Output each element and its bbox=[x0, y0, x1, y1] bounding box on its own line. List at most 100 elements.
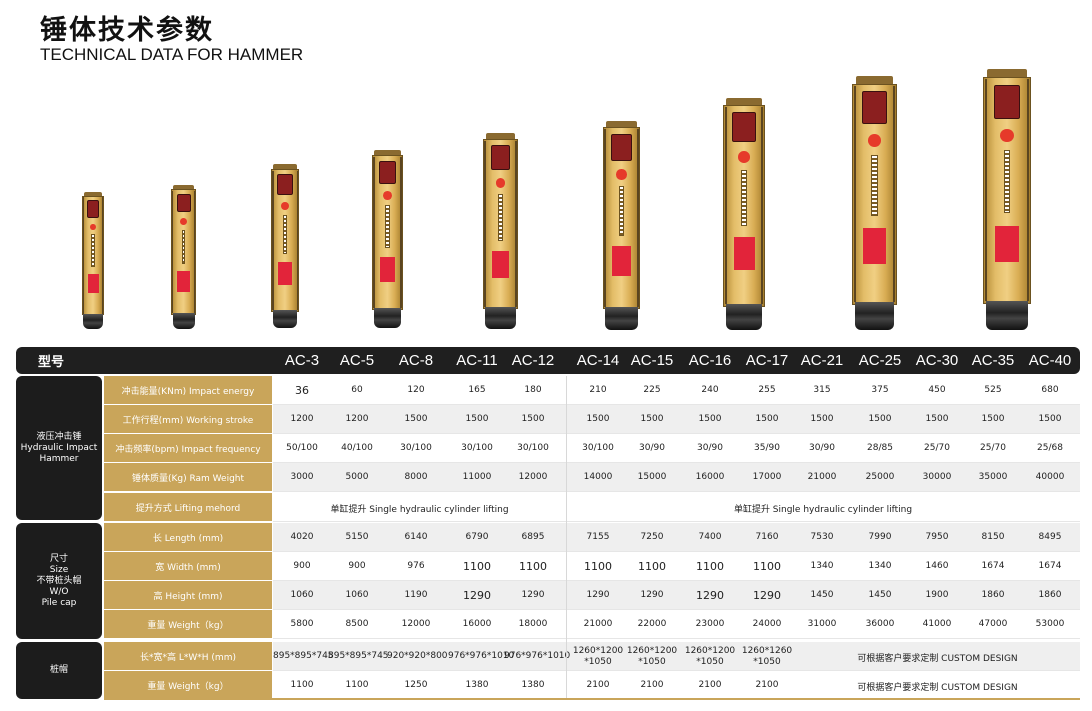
table-cell: 5800 bbox=[290, 619, 314, 629]
table-cell: 1290 bbox=[586, 590, 610, 600]
table-cell: 1060 bbox=[345, 590, 369, 600]
table-cell: 1060 bbox=[290, 590, 314, 600]
hammer-image-4 bbox=[372, 150, 403, 328]
model-ac-3: AC-3 bbox=[284, 352, 320, 369]
table-cell: 25/68 bbox=[1037, 443, 1063, 453]
row-label: 锤体质量(Kg) Ram Weight bbox=[104, 463, 272, 492]
table-cell: 1260*1200 *1050 bbox=[626, 645, 678, 667]
table-row bbox=[273, 552, 1080, 581]
model-ac-5: AC-5 bbox=[339, 352, 375, 369]
table-cell: 315 bbox=[813, 385, 831, 395]
table-cell: 240 bbox=[701, 385, 719, 395]
table-cell: 7250 bbox=[640, 532, 664, 542]
model-ac-21: AC-21 bbox=[800, 352, 844, 369]
model-header-label: 型号 bbox=[38, 355, 65, 370]
table-cell: 8000 bbox=[404, 472, 428, 482]
table-cell: 1260*1260 *1050 bbox=[741, 645, 793, 667]
hammer-image-3 bbox=[271, 164, 299, 328]
table-cell: 180 bbox=[524, 385, 542, 395]
table-row bbox=[273, 523, 1080, 552]
table-cell: 60 bbox=[351, 385, 363, 395]
table-cell: 1100 bbox=[463, 560, 491, 573]
table-cell: 1500 bbox=[521, 414, 545, 424]
table-cell: 255 bbox=[758, 385, 776, 395]
custom-design-note: 可根据客户要求定制 CUSTOM DESIGN bbox=[857, 683, 1018, 693]
table-cell: 11000 bbox=[462, 472, 492, 482]
table-cell: 1290 bbox=[753, 589, 781, 602]
table-cell: 1500 bbox=[586, 414, 610, 424]
table-cell: 1500 bbox=[640, 414, 664, 424]
table-cell: 2100 bbox=[640, 680, 664, 690]
table-cell: 225 bbox=[643, 385, 661, 395]
model-ac-15: AC-15 bbox=[630, 352, 674, 369]
table-row bbox=[273, 610, 1080, 639]
row-label: 重量 Weight（kg） bbox=[104, 671, 272, 700]
table-cell: 1500 bbox=[981, 414, 1005, 424]
model-ac-25: AC-25 bbox=[858, 352, 902, 369]
table-header-bar bbox=[16, 347, 1080, 374]
table-cell: 2100 bbox=[755, 680, 779, 690]
hammer-image-8 bbox=[852, 76, 897, 330]
table-cell: 47000 bbox=[978, 619, 1008, 629]
table-cell: 5150 bbox=[345, 532, 369, 542]
table-cell: 1860 bbox=[981, 590, 1005, 600]
row-label: 高 Height (mm) bbox=[104, 581, 272, 610]
table-cell: 50/100 bbox=[286, 443, 318, 453]
table-cell: 1290 bbox=[463, 589, 491, 602]
table-cell: 1100 bbox=[584, 560, 612, 573]
row-label: 冲击能量(KNm) Impact energy bbox=[104, 376, 272, 405]
table-cell: 976*976*1010 bbox=[448, 651, 515, 661]
table-row bbox=[273, 642, 1080, 671]
table-cell: 1500 bbox=[925, 414, 949, 424]
table-cell: 2100 bbox=[586, 680, 610, 690]
table-cell: 1340 bbox=[810, 561, 834, 571]
table-cell: 30/100 bbox=[582, 443, 614, 453]
table-cell: 1340 bbox=[868, 561, 892, 571]
table-cell: 30/100 bbox=[400, 443, 432, 453]
table-cell: 30/90 bbox=[697, 443, 723, 453]
table-cell: 40000 bbox=[1035, 472, 1065, 482]
table-cell: 40/100 bbox=[341, 443, 373, 453]
table-cell: 1450 bbox=[810, 590, 834, 600]
table-cell: 35000 bbox=[978, 472, 1008, 482]
table-cell: 36 bbox=[295, 384, 309, 397]
hammer-image-2 bbox=[171, 185, 196, 329]
row-label: 工作行程(mm) Working stroke bbox=[104, 405, 272, 434]
table-cell: 41000 bbox=[922, 619, 952, 629]
group-size: 尺寸 Size 不带桩头帽 W/O Pile cap bbox=[16, 523, 102, 639]
table-cell: 21000 bbox=[807, 472, 837, 482]
table-cell: 7160 bbox=[755, 532, 779, 542]
model-ac-11: AC-11 bbox=[456, 352, 498, 369]
table-cell: 6140 bbox=[404, 532, 428, 542]
group-hydraulic-hammer: 液压冲击锤 Hydraulic Impact Hammer bbox=[16, 376, 102, 520]
row-label: 长 Length (mm) bbox=[104, 523, 272, 552]
table-cell: 1674 bbox=[981, 561, 1005, 571]
lifting-method-left: 单缸提升 Single hydraulic cylinder lifting bbox=[330, 505, 509, 515]
table-cell: 7155 bbox=[586, 532, 610, 542]
model-ac-35: AC-35 bbox=[971, 352, 1015, 369]
table-cell: 1500 bbox=[810, 414, 834, 424]
title-chinese: 锤体技术参数 bbox=[40, 15, 214, 46]
title-english: TECHNICAL DATA FOR HAMMER bbox=[40, 45, 304, 64]
table-cell: 1290 bbox=[521, 590, 545, 600]
table-cell: 976 bbox=[407, 561, 425, 571]
table-cell: 1200 bbox=[290, 414, 314, 424]
table-cell: 3000 bbox=[290, 472, 314, 482]
table-cell: 210 bbox=[589, 385, 607, 395]
table-cell: 1290 bbox=[696, 589, 724, 602]
table-cell: 35/90 bbox=[754, 443, 780, 453]
table-cell: 30/90 bbox=[809, 443, 835, 453]
table-cell: 450 bbox=[928, 385, 946, 395]
table-cell: 1500 bbox=[868, 414, 892, 424]
table-row bbox=[273, 434, 1080, 463]
table-cell: 53000 bbox=[1035, 619, 1065, 629]
model-ac-8: AC-8 bbox=[398, 352, 434, 369]
table-cell: 680 bbox=[1041, 385, 1059, 395]
table-cell: 1460 bbox=[925, 561, 949, 571]
table-cell: 1500 bbox=[1038, 414, 1062, 424]
hammer-image-1 bbox=[82, 192, 104, 329]
table-cell: 23000 bbox=[695, 619, 725, 629]
table-cell: 1200 bbox=[345, 414, 369, 424]
row-label: 冲击频率(bpm) Impact frequency bbox=[104, 434, 272, 463]
table-cell: 18000 bbox=[518, 619, 548, 629]
